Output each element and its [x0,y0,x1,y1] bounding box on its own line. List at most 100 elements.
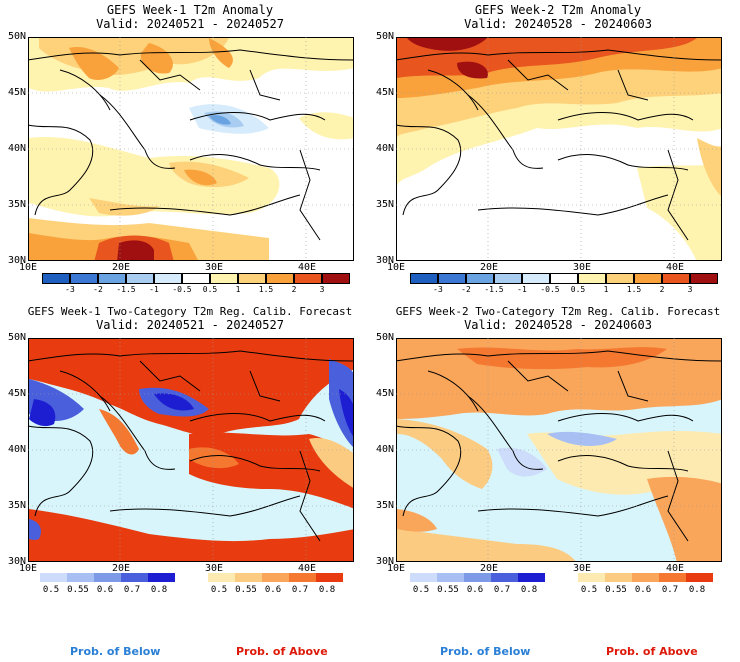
lat-label: 40N [0,143,26,154]
prob-label: 0.55 [233,585,259,595]
colorbar-swatch [634,273,662,284]
lon-label: 10E [13,262,43,273]
colorbar-swatch [606,273,634,284]
colorbar-swatch [154,273,182,284]
lat-label: 45N [364,388,394,399]
colorbar-label: 1.5 [622,285,646,294]
week2-probability-map [396,338,722,562]
lat-label: 40N [364,143,394,154]
lat-label: 35N [364,199,394,210]
prob-label: 0.55 [435,585,461,595]
colorbar-label: 0.5 [566,285,590,294]
panel4-title: GEFS Week-2 Two-Category T2m Reg. Calib.… [378,304,738,319]
panel2-valid: Valid: 20240528 - 20240603 [378,17,738,32]
prob-label: 0.5 [408,585,434,595]
lat-label: 45N [0,87,26,98]
colorbar-label: -1 [142,285,166,294]
colorbar-label: 2 [282,285,306,294]
prob-label: 0.7 [287,585,313,595]
lat-label: 35N [0,199,26,210]
prob-label: 0.8 [516,585,542,595]
colorbar-label: -2 [86,285,110,294]
lat-label: 50N [0,31,26,42]
colorbar-label: -3 [426,285,450,294]
lat-label: 40N [364,444,394,455]
colorbar-swatch [522,273,550,284]
colorbar-swatch [466,273,494,284]
week2-anomaly-map [396,37,722,261]
lat-label: 45N [0,388,26,399]
prob-swatch [40,573,67,582]
week1-prob-below-label: Prob. of Below [70,645,160,658]
colorbar-swatch [266,273,294,284]
prob-swatch [289,573,316,582]
lat-label: 50N [364,332,394,343]
prob-label: 0.8 [146,585,172,595]
colorbar-swatch [294,273,322,284]
week2-probability-shading [397,339,722,562]
lat-label: 35N [0,500,26,511]
prob-label: 0.5 [206,585,232,595]
colorbar-label: -1.5 [114,285,138,294]
week1-prob-above-label: Prob. of Above [236,645,328,658]
lon-label: 10E [13,563,43,574]
panel4-valid: Valid: 20240528 - 20240603 [378,318,738,333]
prob-swatch [235,573,262,582]
week1-anomaly-map [28,37,354,261]
colorbar-swatch [210,273,238,284]
week1-probability-shading [29,339,354,562]
prob-swatch [94,573,121,582]
colorbar-label: -3 [58,285,82,294]
colorbar-swatch [98,273,126,284]
prob-label: 0.8 [684,585,710,595]
prob-label: 0.7 [657,585,683,595]
colorbar-swatch [550,273,578,284]
colorbar-swatch [42,273,70,284]
colorbar-label: -1.5 [482,285,506,294]
prob-label: 0.8 [314,585,340,595]
prob-swatch [148,573,175,582]
lon-label: 30E [567,262,597,273]
lon-label: 20E [106,262,136,273]
prob-swatch [578,573,605,582]
lon-label: 40E [292,262,322,273]
colorbar-swatch [410,273,438,284]
prob-swatch [437,573,464,582]
prob-label: 0.6 [462,585,488,595]
prob-swatch [67,573,94,582]
lat-label: 50N [364,31,394,42]
lon-label: 30E [199,262,229,273]
colorbar-label: 2 [650,285,674,294]
prob-label: 0.5 [38,585,64,595]
prob-label: 0.55 [603,585,629,595]
colorbar-label: 1 [226,285,250,294]
prob-swatch [316,573,343,582]
colorbar-swatch [70,273,98,284]
colorbar-swatch [438,273,466,284]
colorbar-label: -1 [510,285,534,294]
colorbar-swatch [322,273,350,284]
prob-label: 0.6 [260,585,286,595]
week2-prob-below-label: Prob. of Below [440,645,530,658]
prob-swatch [659,573,686,582]
prob-label: 0.5 [576,585,602,595]
prob-swatch [208,573,235,582]
colorbar-label: 1 [594,285,618,294]
week2-prob-above-label: Prob. of Above [606,645,698,658]
colorbar-swatch [238,273,266,284]
prob-swatch [686,573,713,582]
week1-probability-map [28,338,354,562]
colorbar-label: 3 [310,285,334,294]
colorbar-label: 3 [678,285,702,294]
lat-label: 45N [364,87,394,98]
panel1-title: GEFS Week-1 T2m Anomaly [10,3,370,18]
colorbar-swatch [494,273,522,284]
lon-label: 10E [381,563,411,574]
colorbar-swatch [690,273,718,284]
colorbar-swatch [578,273,606,284]
prob-swatch [121,573,148,582]
prob-label: 0.55 [65,585,91,595]
panel2-title: GEFS Week-2 T2m Anomaly [378,3,738,18]
prob-label: 0.7 [119,585,145,595]
prob-swatch [491,573,518,582]
